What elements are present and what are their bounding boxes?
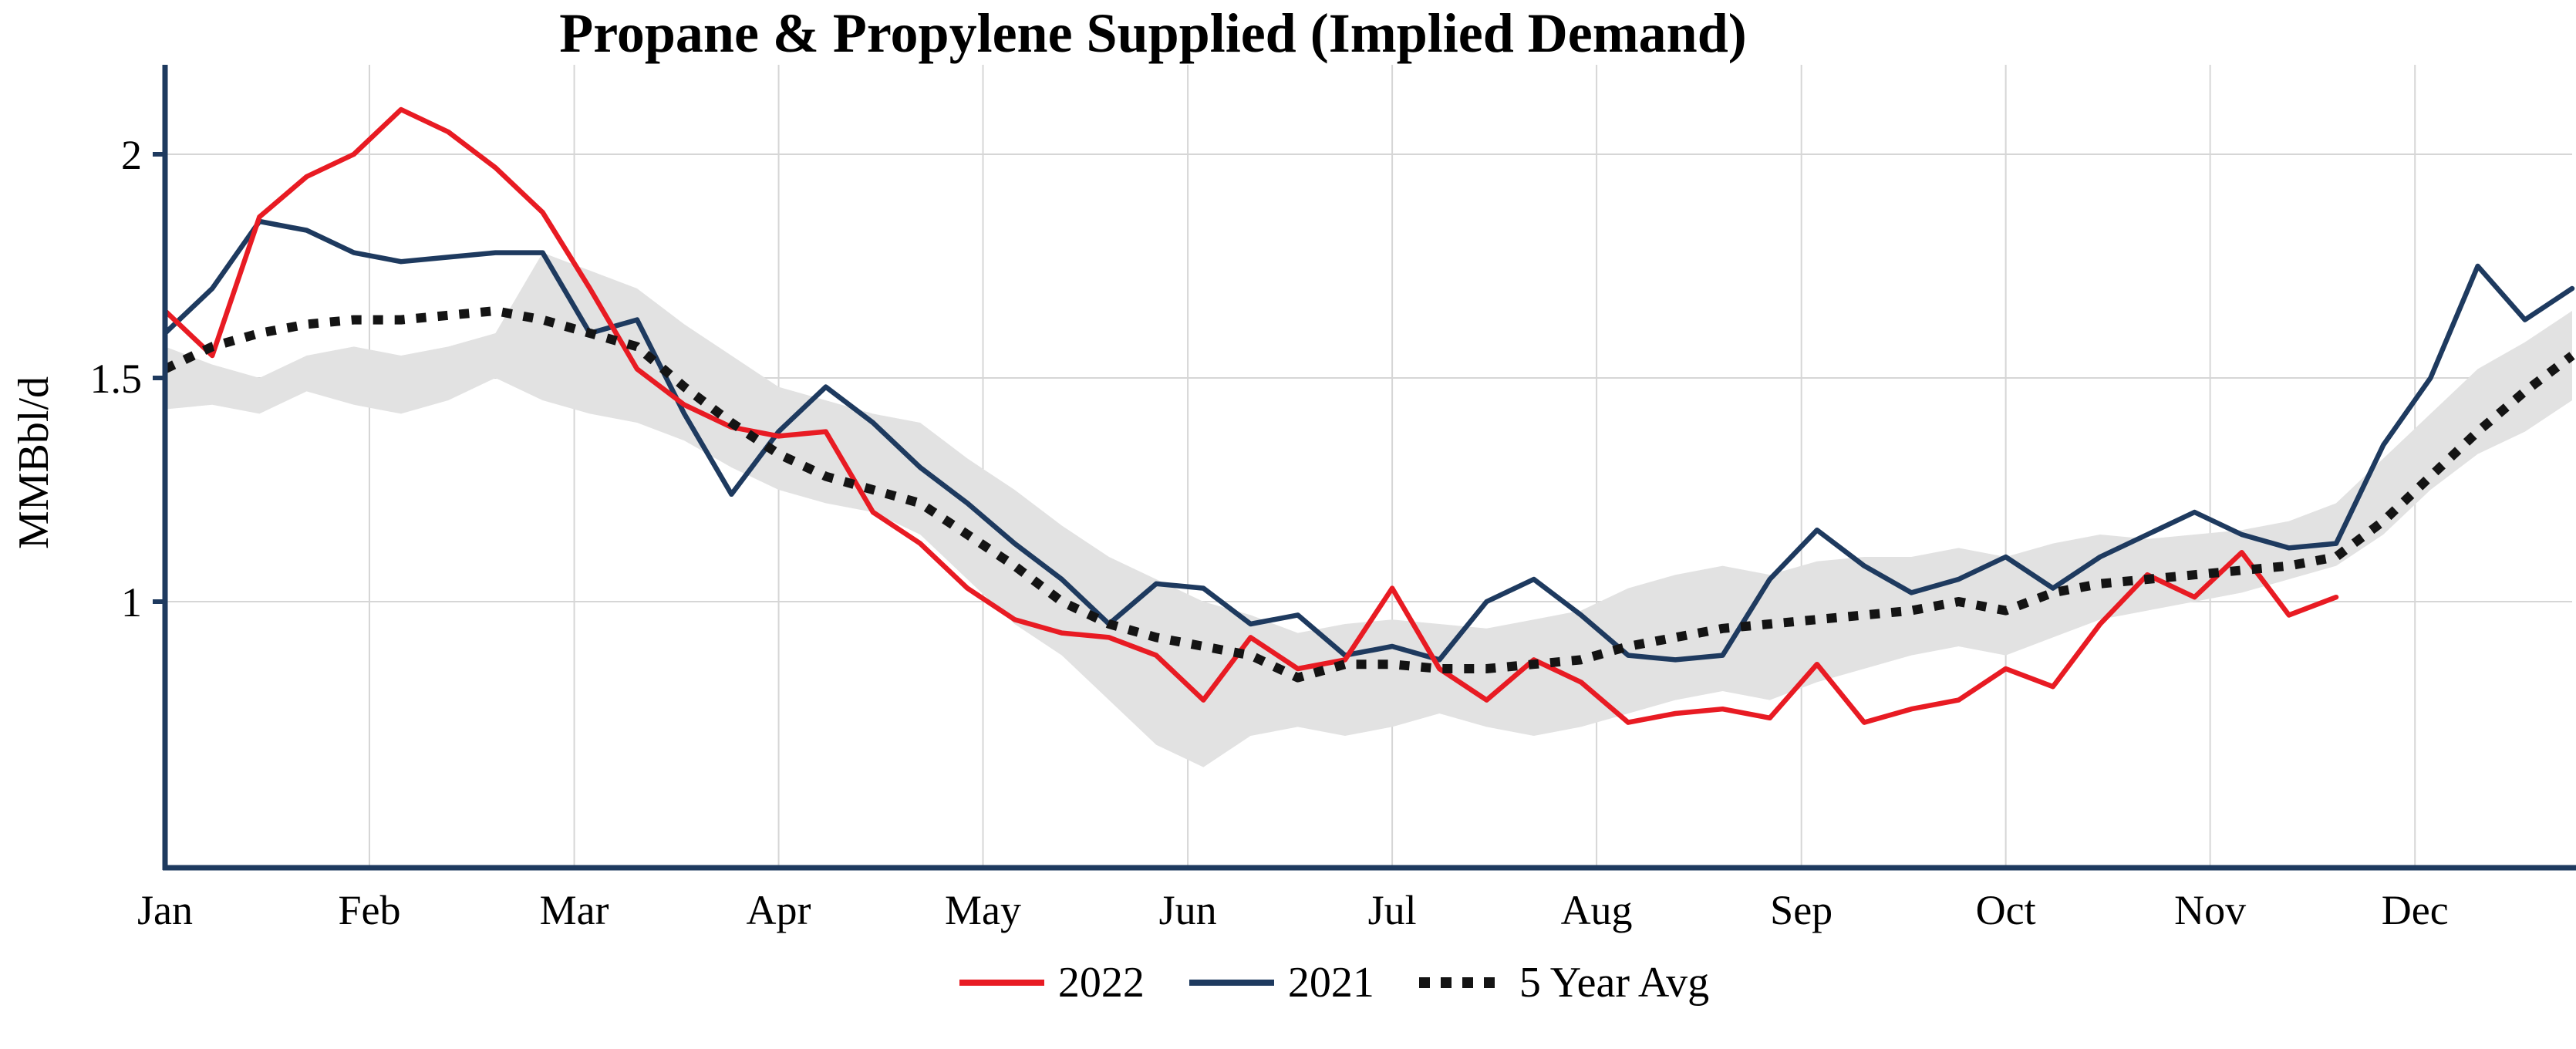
chart-legend: 2022 2021 5 Year Avg (46, 958, 2576, 1007)
x-tick-label-nov: Nov (2174, 887, 2246, 933)
x-tick-label-sep: Sep (1770, 887, 1833, 933)
series-line-2022 (162, 106, 2339, 725)
legend-item-5yr-avg: 5 Year Avg (1418, 958, 1710, 1007)
legend-swatch-2022 (959, 980, 1044, 986)
x-tick-label-dec: Dec (2382, 887, 2449, 933)
y-tick-label-1.5: 1.5 (90, 356, 143, 402)
legend-item-2021: 2021 (1189, 958, 1374, 1007)
x-tick-label-feb: Feb (338, 887, 400, 933)
legend-swatch-2021 (1189, 980, 1274, 986)
x-tick-label-may: May (945, 887, 1021, 933)
chart-title: Propane & Propylene Supplied (Implied De… (559, 2, 1747, 64)
series-line-5yr-avg (163, 306, 2575, 683)
legend-item-2022: 2022 (959, 958, 1145, 1007)
series-line-2021 (162, 218, 2575, 663)
y-tick-label-2: 2 (121, 132, 142, 178)
x-tick-label-jun: Jun (1159, 887, 1217, 933)
x-tick-label-jul: Jul (1368, 887, 1417, 933)
x-tick-label-aug: Aug (1561, 887, 1633, 933)
y-tick-label-1: 1 (121, 579, 142, 626)
legend-label-2022: 2022 (1057, 959, 1145, 1007)
legend-label-5yr-avg: 5 Year Avg (1519, 959, 1710, 1007)
legend-swatch-5yr-avg (1418, 977, 1505, 988)
x-tick-label-oct: Oct (1976, 887, 2036, 933)
x-tick-label-apr: Apr (747, 887, 811, 933)
x-tick-label-jan: Jan (137, 887, 193, 933)
x-tick-label-mar: Mar (540, 887, 609, 933)
five-year-range-band (165, 252, 2572, 767)
legend-label-2021: 2021 (1287, 959, 1374, 1007)
